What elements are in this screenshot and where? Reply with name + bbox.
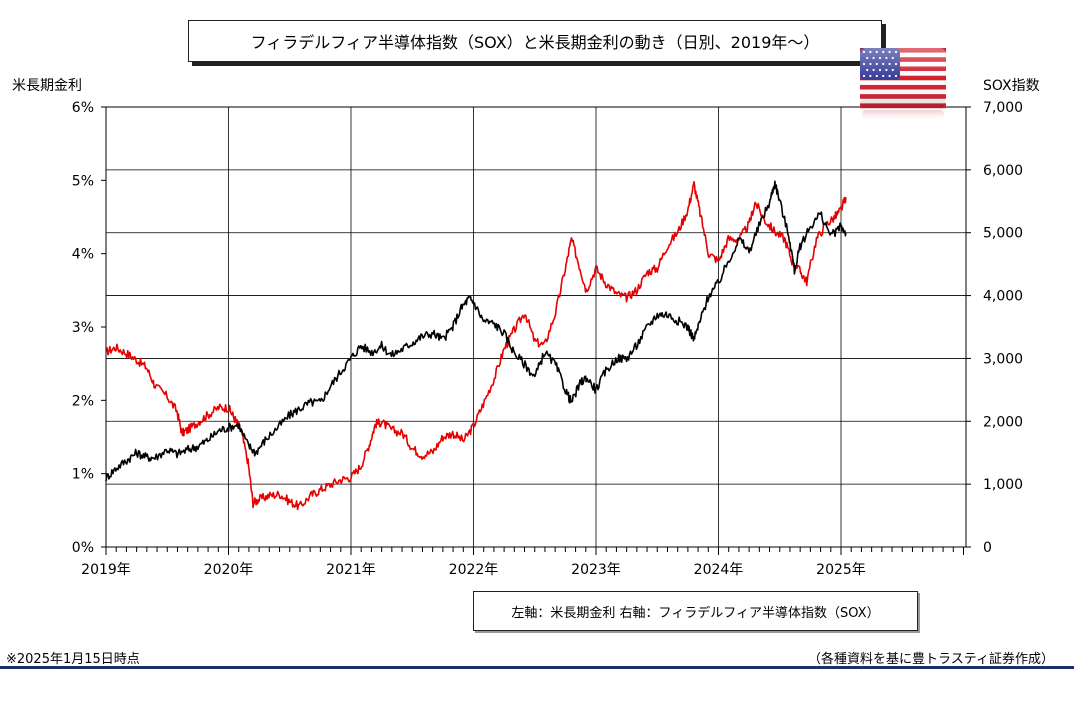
left-axis-title: 米長期金利	[12, 78, 82, 94]
left-tick-label: 5%	[72, 173, 94, 189]
sox-index-line	[105, 180, 847, 482]
x-tick-label: 2024年	[694, 562, 744, 578]
x-tick-label: 2020年	[204, 562, 254, 578]
left-tick-label: 3%	[72, 320, 94, 336]
us-flag-icon	[860, 48, 946, 122]
x-tick-label: 2025年	[816, 562, 866, 578]
us-yield-line	[105, 181, 847, 511]
right-tick-label: 7,000	[983, 100, 1023, 116]
right-tick-label: 4,000	[983, 289, 1023, 305]
chart-title: フィラデルフィア半導体指数（SOX）と米長期金利の動き（日別、2019年～）	[188, 20, 882, 62]
left-tick-label: 0%	[72, 540, 94, 556]
right-tick-label: 1,000	[983, 477, 1023, 493]
x-tick-label: 2021年	[326, 562, 376, 578]
x-tick-label: 2019年	[81, 562, 131, 578]
plot-frame	[105, 106, 967, 548]
right-tick-label: 6,000	[983, 163, 1023, 179]
source-note: （各種資料を基に豊トラスティ証券作成）	[808, 652, 1054, 667]
right-tick-label: 5,000	[983, 226, 1023, 242]
right-tick-label: 2,000	[983, 414, 1023, 430]
left-tick-label: 1%	[72, 467, 94, 483]
left-tick-label: 6%	[72, 100, 94, 116]
bottom-rule	[0, 666, 1074, 669]
right-tick-label: 3,000	[983, 351, 1023, 367]
legend-box: 左軸：米長期金利 右軸：フィラデルフィア半導体指数（SOX）	[473, 591, 918, 631]
date-note: ※2025年1月15日時点	[6, 652, 140, 667]
right-tick-label: 0	[983, 540, 992, 556]
x-tick-label: 2023年	[571, 562, 621, 578]
left-tick-label: 2%	[72, 393, 94, 409]
x-tick-label: 2022年	[449, 562, 499, 578]
left-tick-label: 4%	[72, 247, 94, 263]
right-axis-title: SOX指数	[983, 78, 1040, 94]
